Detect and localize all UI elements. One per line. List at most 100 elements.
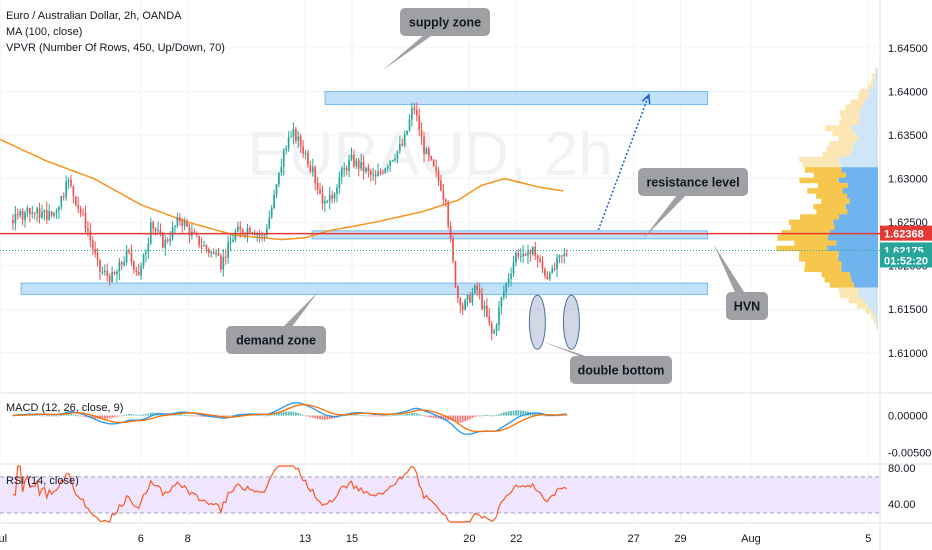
vp-down-row <box>799 177 839 184</box>
macd-histogram-bar <box>106 415 109 419</box>
candle-body <box>33 212 36 214</box>
macd-histogram-bar <box>297 413 300 416</box>
candle-body <box>507 278 510 284</box>
candle-body <box>541 261 544 269</box>
candle-body <box>195 233 198 236</box>
rsi-tick: 40.00 <box>888 499 916 511</box>
macd-histogram-bar <box>556 415 558 417</box>
chart-title: Euro / Australian Dollar, 2h, OANDA <box>6 10 182 22</box>
vp-down-row <box>840 292 860 299</box>
candle-body <box>62 195 65 198</box>
macd-histogram-bar <box>162 413 164 416</box>
candle-body <box>418 115 421 131</box>
vp-down-row <box>840 114 860 121</box>
candle-body <box>94 249 97 254</box>
candle-body <box>258 233 261 236</box>
time-tick: 13 <box>299 533 311 545</box>
candle-body <box>336 188 338 194</box>
macd-histogram-bar <box>452 415 454 422</box>
macd-histogram-bar <box>193 415 196 417</box>
macd-histogram-bar <box>200 415 203 417</box>
rsi-legend: RSI (14, close) <box>6 475 79 487</box>
candle-body <box>386 166 389 169</box>
candle-body <box>263 235 266 237</box>
candle-body <box>58 206 60 211</box>
candle-body <box>103 270 106 272</box>
vp-up-row <box>863 297 878 304</box>
macd-histogram-bar <box>505 411 508 416</box>
candle-body <box>415 109 418 116</box>
vp-down-row <box>788 219 834 226</box>
time-tick: Aug <box>741 533 761 545</box>
candle-body <box>99 259 101 272</box>
candle-body <box>118 262 121 272</box>
candle-body <box>222 256 225 270</box>
macd-histogram-bar <box>181 414 184 416</box>
vp-down-row <box>813 172 846 179</box>
macd-histogram-bar <box>55 415 58 417</box>
macd-histogram-bar <box>203 415 205 417</box>
callout-double-bottom-box <box>570 356 672 384</box>
macd-histogram-bar <box>140 414 142 416</box>
time-tick: 15 <box>346 533 358 545</box>
macd-histogram-bar <box>58 415 60 417</box>
candle-body <box>420 130 423 137</box>
rsi-band <box>0 476 880 513</box>
macd-histogram-bar <box>212 415 215 417</box>
candle-body <box>389 160 392 167</box>
macd-histogram-bar <box>287 411 290 416</box>
vp-down-row <box>872 73 876 79</box>
macd-histogram-bar <box>186 414 188 416</box>
candle-body <box>461 305 464 310</box>
zone-resistance-zone <box>311 230 709 240</box>
macd-histogram-bar <box>534 412 537 416</box>
macd-histogram-bar <box>280 412 283 416</box>
candle-body <box>319 189 321 195</box>
callout-resistance-level-label: resistance level <box>646 176 739 190</box>
macd-histogram-bar <box>72 414 75 416</box>
candle-body <box>360 162 362 169</box>
macd-histogram-bar <box>531 412 534 416</box>
macd-histogram-bar <box>91 415 94 419</box>
candle-body <box>50 211 53 216</box>
macd-histogram-bar <box>418 414 421 416</box>
macd-histogram-bar <box>147 413 150 416</box>
macd-histogram-bar <box>350 414 353 416</box>
candle-body <box>101 271 104 273</box>
vp-up-row <box>845 172 878 179</box>
macd-histogram-bar <box>36 415 38 416</box>
price-tick: 1.63000 <box>888 174 928 186</box>
candle-body <box>425 148 428 155</box>
price-tick: 1.63500 <box>888 130 928 142</box>
candle-body <box>406 130 408 135</box>
candle-body <box>517 252 520 257</box>
macd-histogram-bar <box>406 413 408 416</box>
candle-body <box>275 184 278 196</box>
macd-histogram-bar <box>372 415 375 417</box>
macd-histogram-bar <box>411 413 413 416</box>
candle-body <box>377 171 379 177</box>
macd-histogram-bar <box>471 415 474 419</box>
candle-body <box>41 212 43 218</box>
candle-body <box>401 144 404 146</box>
callout-double-bottom-label: double bottom <box>578 364 665 378</box>
ma-legend: MA (100, close) <box>6 26 83 38</box>
macd-histogram-bar <box>176 414 179 416</box>
candle-body <box>239 226 242 230</box>
vp-down-row <box>777 235 828 241</box>
candle-body <box>527 251 529 256</box>
candle-body <box>353 154 355 167</box>
candle-body <box>333 193 336 199</box>
macd-histogram-bar <box>125 414 128 416</box>
candle-body <box>428 148 430 157</box>
double-bottom-ellipse-1 <box>562 294 580 350</box>
vp-up-row <box>838 256 878 262</box>
candle-body <box>382 172 384 174</box>
vp-up-row <box>840 162 878 168</box>
candle-body <box>357 160 360 169</box>
macd-histogram-bar <box>188 415 191 417</box>
candle-body <box>544 268 546 277</box>
macd-histogram-bar <box>369 415 372 417</box>
